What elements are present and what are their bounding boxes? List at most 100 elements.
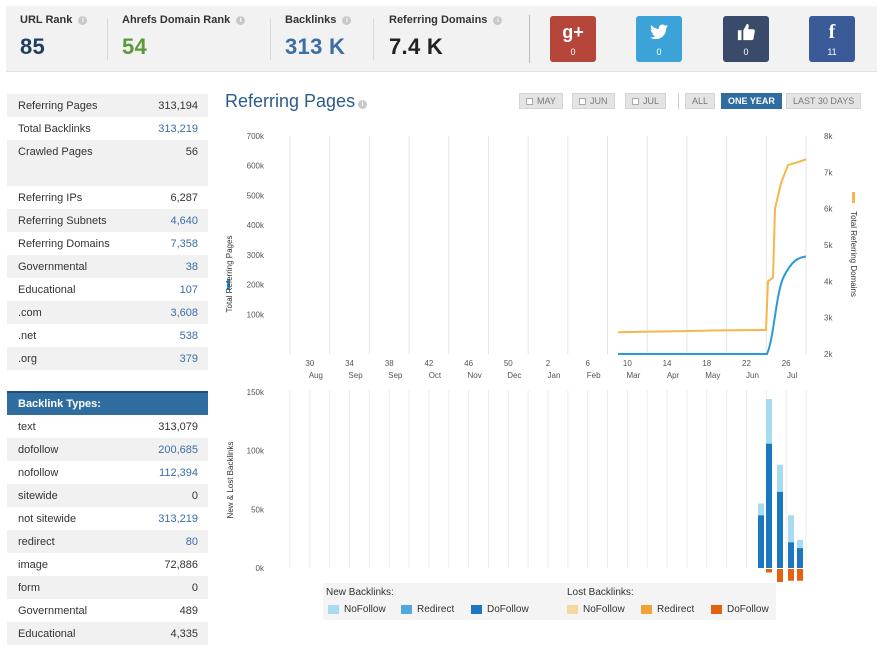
divider bbox=[529, 15, 530, 63]
x-tick-day: 22 bbox=[742, 359, 751, 368]
info-icon[interactable]: i bbox=[236, 15, 246, 25]
stat-value-link[interactable]: 4,640 bbox=[170, 214, 198, 227]
share-count: 0 bbox=[656, 47, 662, 57]
bar-segment-lost bbox=[788, 569, 794, 581]
legend-label: DoFollow bbox=[487, 604, 529, 615]
x-tick-day: 18 bbox=[702, 359, 711, 368]
stat-row: Referring Subnets 4,640 bbox=[7, 209, 208, 232]
metric-value: 54 bbox=[122, 34, 148, 59]
filter-label: ALL bbox=[692, 96, 709, 106]
like-button[interactable]: 0 bbox=[723, 16, 769, 62]
stat-row: dofollow 200,685 bbox=[7, 438, 208, 461]
stat-label: .net bbox=[18, 329, 37, 342]
metric-domain-rank: Ahrefs Domain Rank i 54 bbox=[122, 14, 246, 60]
filter-label: MAY bbox=[537, 96, 556, 106]
y-tick-label: 100k bbox=[247, 447, 265, 456]
swatch bbox=[641, 605, 652, 614]
filter-one-year[interactable]: ONE YEAR bbox=[721, 93, 782, 109]
stat-value-link[interactable]: 313,219 bbox=[158, 512, 198, 525]
x-tick-month: Aug bbox=[309, 371, 323, 380]
stat-value-link[interactable]: 107 bbox=[179, 283, 198, 296]
filter-last-30-days[interactable]: LAST 30 DAYS bbox=[786, 93, 862, 109]
stat-value: 56 bbox=[185, 145, 198, 158]
divider bbox=[373, 18, 374, 60]
legend-item-lost-nofollow[interactable]: NoFollow bbox=[567, 604, 625, 615]
stat-value-link[interactable]: 3,608 bbox=[170, 306, 198, 319]
swatch bbox=[401, 605, 412, 614]
facebook-button[interactable]: f 11 bbox=[809, 16, 855, 62]
legend-item-new-redirect[interactable]: Redirect bbox=[401, 604, 454, 615]
stat-row: Total Backlinks 313,219 bbox=[7, 117, 208, 140]
stat-value-link[interactable]: 80 bbox=[185, 535, 198, 548]
y2-tick-label: 6k bbox=[824, 205, 833, 214]
stat-row: redirect 80 bbox=[7, 530, 208, 553]
x-tick-day: 50 bbox=[504, 359, 513, 368]
stat-value-link[interactable]: 200,685 bbox=[158, 443, 198, 456]
stat-row: text 313,079 bbox=[7, 415, 208, 438]
x-tick-month: Mar bbox=[626, 371, 640, 380]
stat-value-link[interactable]: 38 bbox=[185, 260, 198, 273]
metric-value: 7.4 K bbox=[389, 34, 444, 59]
info-icon[interactable]: i bbox=[78, 15, 88, 25]
bar-segment bbox=[766, 399, 772, 444]
x-tick-day: 2 bbox=[546, 359, 551, 368]
stat-value: 4,335 bbox=[170, 627, 198, 640]
twitter-button[interactable]: 0 bbox=[636, 16, 682, 62]
bar-segment bbox=[758, 515, 764, 568]
bar-segment bbox=[777, 491, 783, 568]
referring-pages-chart: 100k 200k 300k 400k 500k 600k 700k 2k 3k 4k 5k 6k 7… bbox=[225, 132, 858, 380]
x-tick-day: 30 bbox=[305, 359, 314, 368]
x-tick-month: Feb bbox=[587, 371, 601, 380]
filter-may[interactable]: MAY bbox=[519, 93, 563, 109]
info-icon[interactable]: i bbox=[493, 15, 503, 25]
checkbox-icon[interactable] bbox=[632, 97, 639, 105]
checkbox-icon[interactable] bbox=[526, 97, 533, 105]
bar-segment bbox=[788, 542, 794, 568]
filter-jun[interactable]: JUN bbox=[572, 93, 615, 109]
stat-value-link[interactable]: 112,394 bbox=[159, 466, 198, 479]
legend-item-lost-redirect[interactable]: Redirect bbox=[641, 604, 694, 615]
y-tick-label: 500k bbox=[247, 191, 265, 200]
x-tick-day: 46 bbox=[464, 359, 473, 368]
bar-segment bbox=[777, 464, 783, 492]
divider bbox=[678, 93, 679, 109]
x-tick-month: Nov bbox=[467, 371, 481, 380]
legend-item-lost-dofollow[interactable]: DoFollow bbox=[711, 604, 769, 615]
info-icon[interactable]: i bbox=[358, 99, 368, 109]
y-tick-label: 700k bbox=[247, 132, 265, 141]
stat-value: 0 bbox=[191, 581, 198, 594]
x-tick-day: 42 bbox=[424, 359, 433, 368]
y-axis-label: Total Referring Pages bbox=[225, 236, 234, 313]
stat-value-link[interactable]: 538 bbox=[179, 329, 198, 342]
stat-label: Crawled Pages bbox=[18, 145, 93, 158]
stat-value-link[interactable]: 379 bbox=[179, 352, 198, 365]
y-tick-label: 100k bbox=[247, 310, 265, 319]
stat-value-link[interactable]: 7,358 bbox=[170, 237, 198, 250]
x-tick-month: Jan bbox=[548, 371, 561, 380]
legend-label: Redirect bbox=[657, 604, 695, 615]
divider bbox=[270, 18, 271, 60]
legend-title-new: New Backlinks: bbox=[326, 587, 394, 598]
stat-label: not sitewide bbox=[18, 512, 77, 525]
legend-label: Redirect bbox=[417, 604, 455, 615]
checkbox-icon[interactable] bbox=[579, 97, 586, 105]
y-tick-label: 0k bbox=[256, 564, 265, 573]
bar-segment bbox=[788, 515, 794, 543]
stat-value: 489 bbox=[179, 604, 198, 617]
x-tick-month: Jun bbox=[746, 371, 759, 380]
y2-tick-label: 3k bbox=[824, 314, 833, 323]
filter-all[interactable]: ALL bbox=[685, 93, 716, 109]
google-plus-icon: g+ bbox=[562, 22, 584, 42]
legend-item-new-dofollow[interactable]: DoFollow bbox=[471, 604, 529, 615]
metric-referring-domains: Referring Domains i 7.4 K bbox=[389, 14, 503, 60]
stat-value-link[interactable]: 313,219 bbox=[158, 122, 198, 135]
stat-row: .net 538 bbox=[7, 324, 208, 347]
new-lost-backlinks-chart: 0k 50k 100k 150k New & Lost Backlinks bbox=[226, 388, 807, 582]
info-icon[interactable]: i bbox=[342, 15, 352, 25]
facebook-icon: f bbox=[828, 21, 836, 43]
google-plus-button[interactable]: g+ 0 bbox=[550, 16, 596, 62]
legend-item-new-nofollow[interactable]: NoFollow bbox=[328, 604, 386, 615]
stat-label: form bbox=[18, 581, 40, 594]
stat-label: Governmental bbox=[18, 604, 88, 617]
filter-jul[interactable]: JUL bbox=[625, 93, 667, 109]
